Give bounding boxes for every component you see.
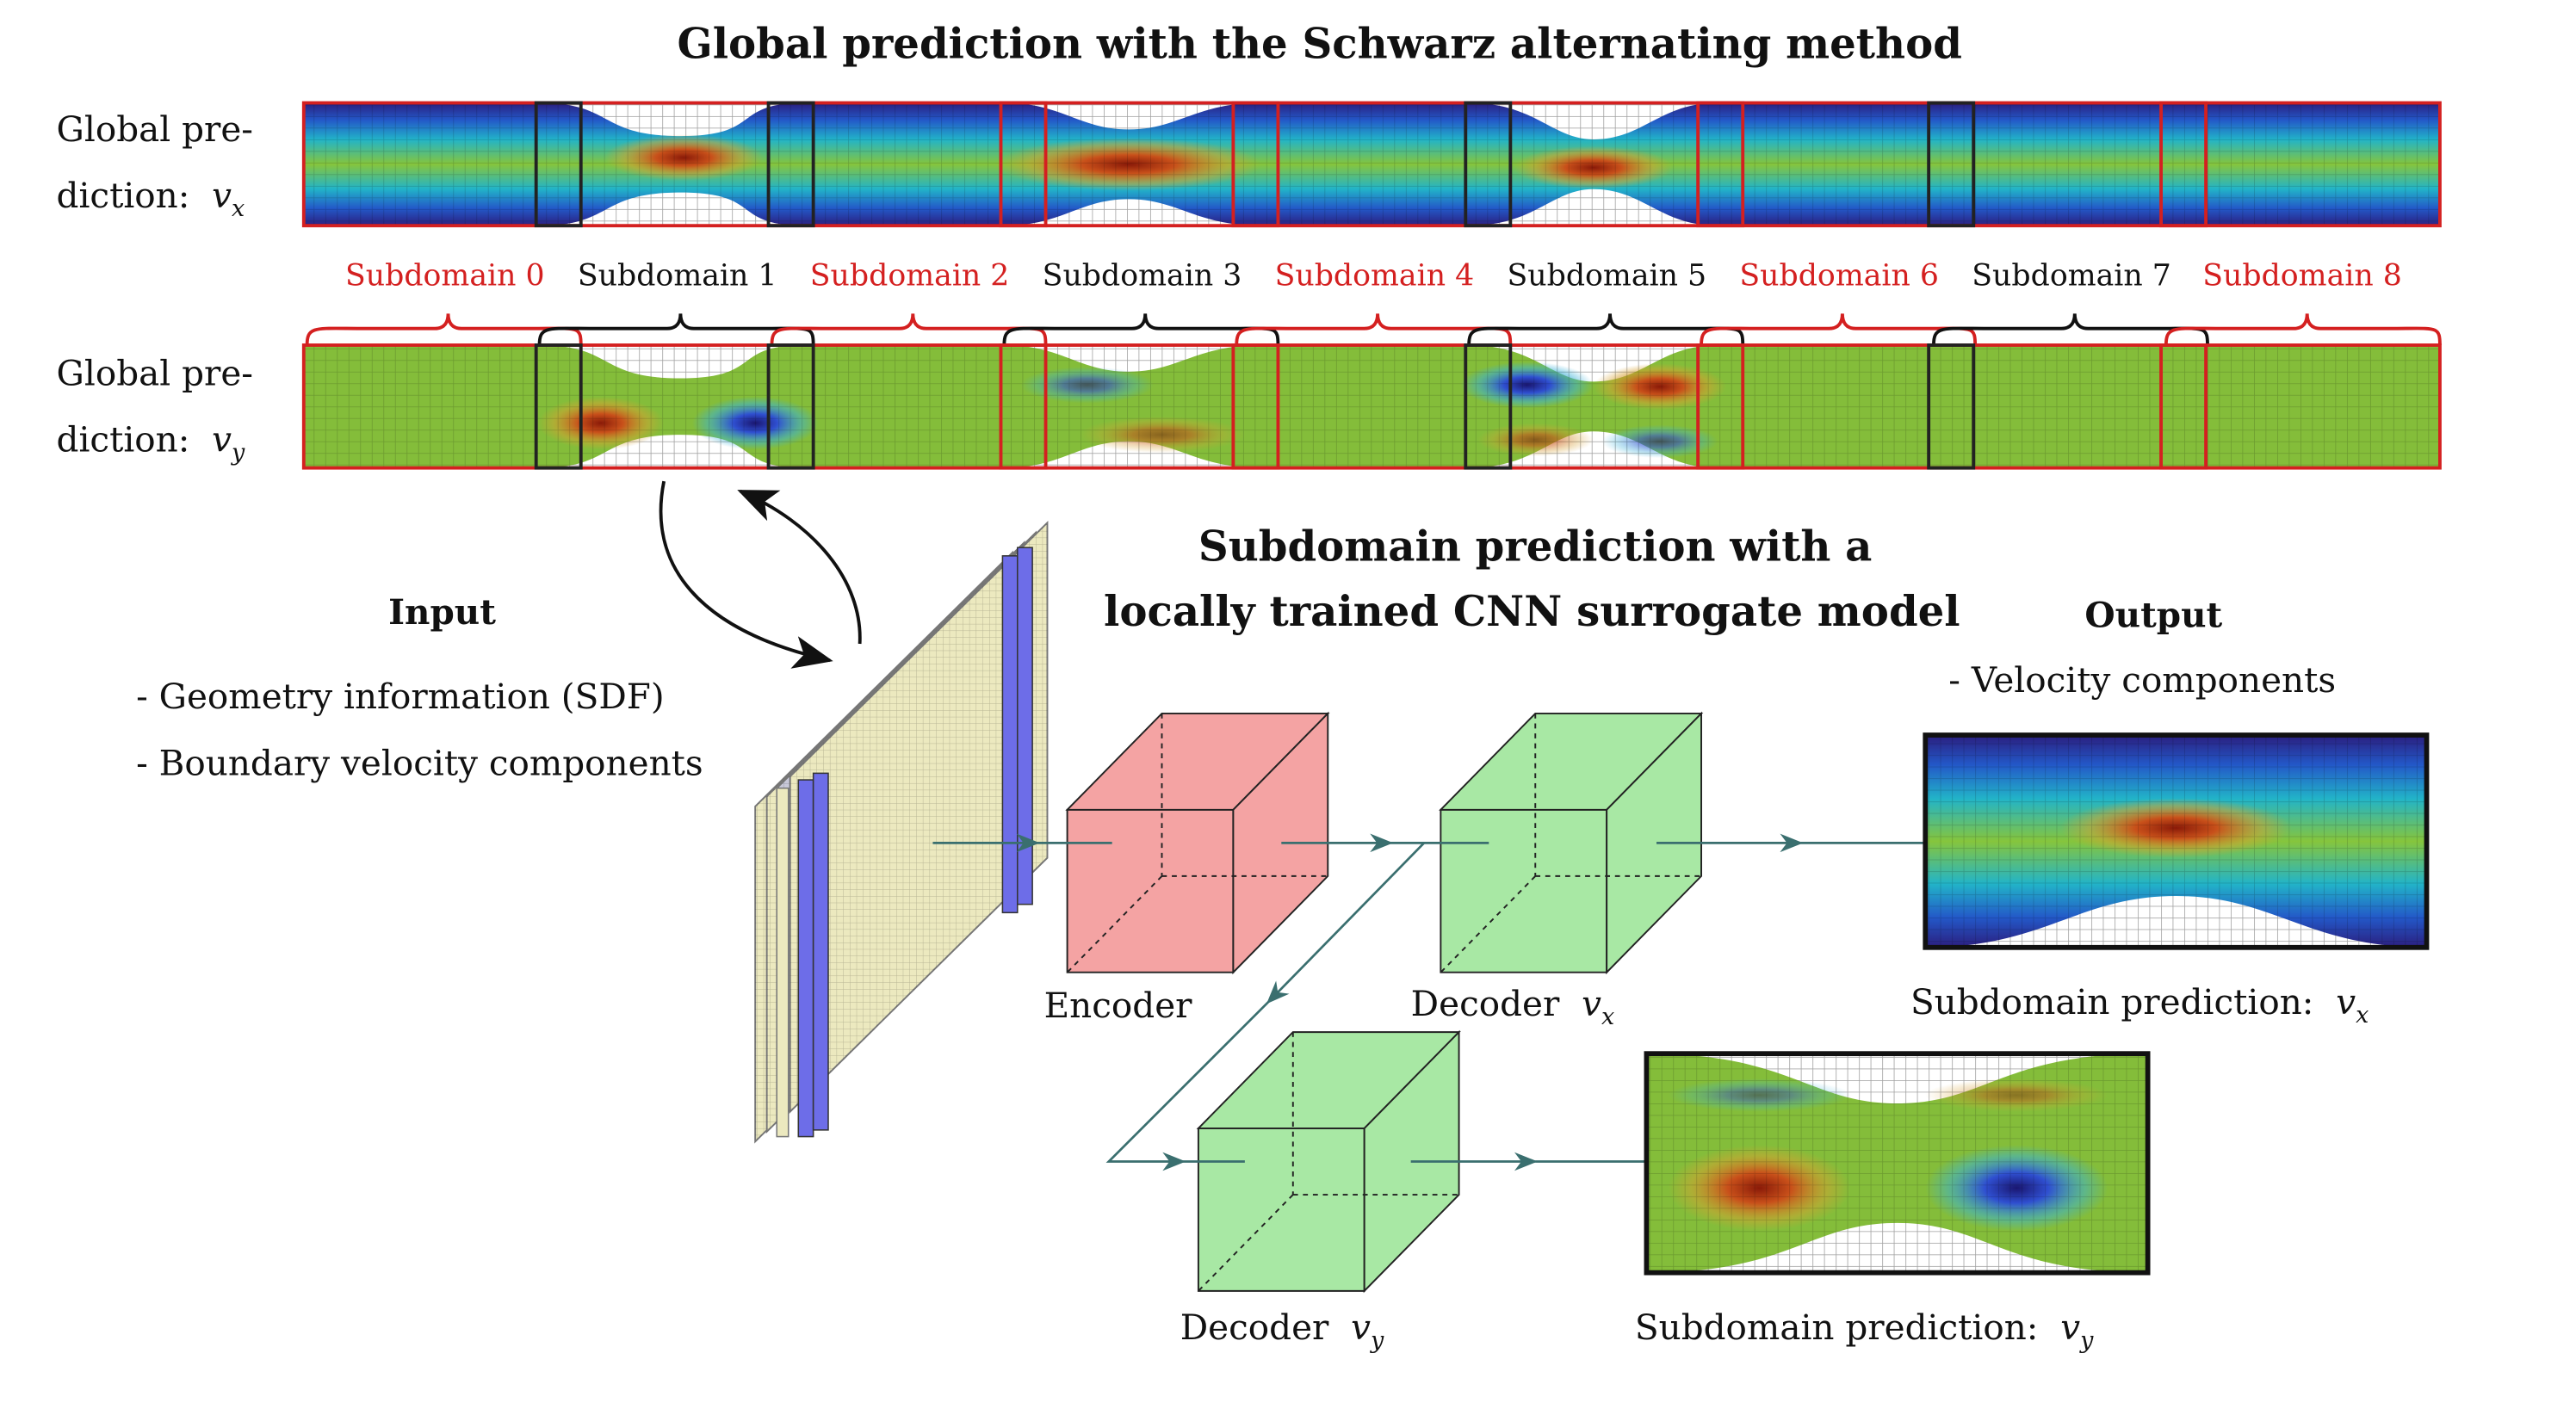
exchange-arrows xyxy=(659,480,862,669)
global-vy-label-line2: diction: vy xyxy=(56,419,245,467)
decoder-vx-label: Decoder vx xyxy=(1410,984,1615,1031)
global-vx-label-line1: Global pre- xyxy=(56,109,253,150)
encoder-cube xyxy=(1065,711,1330,975)
decoder-vy-cube xyxy=(1196,1029,1461,1294)
global-vx-label-line2: diction: vx xyxy=(56,176,245,223)
cnn-title-line1: Subdomain prediction with a xyxy=(1198,522,1873,572)
cnn-title-line2: locally trained CNN surrogate model xyxy=(1104,587,1960,636)
output-vx-panel xyxy=(1923,732,2430,950)
global-vx-label: Global pre- diction: vx xyxy=(57,96,253,243)
subdomain-label-4: Subdomain 4 xyxy=(1274,258,1475,294)
global-vy-strip xyxy=(301,343,2442,470)
vx-overlap-regions xyxy=(534,101,2208,228)
global-vy-label: Global pre- diction: vy xyxy=(57,340,253,486)
subdomain-label-0: Subdomain 0 xyxy=(344,258,545,294)
subdomain-label-2: Subdomain 2 xyxy=(809,258,1010,294)
figure-canvas xyxy=(301,101,2442,1294)
global-title: Global prediction with the Schwarz alter… xyxy=(677,20,1962,69)
input-heading: Input xyxy=(388,590,496,633)
flow-arrows xyxy=(932,833,1926,1171)
global-vy-label-line1: Global pre- xyxy=(56,353,253,393)
subdomain-label-7: Subdomain 7 xyxy=(1972,258,2171,294)
subdomain-label-8: Subdomain 8 xyxy=(2202,258,2402,294)
pred-vy-label: Subdomain prediction: vy xyxy=(1634,1307,2094,1355)
input-item-geometry: - Geometry information (SDF) xyxy=(136,677,665,717)
subdomain-label-5: Subdomain 5 xyxy=(1507,258,1707,294)
global-vx-strip xyxy=(301,101,2442,228)
subdomain-label-3: Subdomain 3 xyxy=(1042,258,1242,294)
decoder-vy-label: Decoder vy xyxy=(1180,1307,1384,1355)
input-stack xyxy=(754,520,1049,1144)
subdomain-label-6: Subdomain 6 xyxy=(1739,258,1939,294)
pred-vx-label: Subdomain prediction: vx xyxy=(1910,982,2369,1029)
encoder-label: Encoder xyxy=(1043,986,1192,1026)
output-vy-panel xyxy=(1644,1051,2151,1276)
figure: Global prediction with the Schwarz alter… xyxy=(57,20,2442,1354)
output-item-velocity: - Velocity components xyxy=(1948,660,2337,701)
output-heading: Output xyxy=(2084,594,2223,636)
subdomain-braces xyxy=(305,313,2442,346)
vy-overlap-regions xyxy=(534,343,2208,470)
subdomain-label-1: Subdomain 1 xyxy=(577,258,777,294)
input-item-boundary: - Boundary velocity components xyxy=(136,743,703,783)
decoder-vx-cube xyxy=(1439,711,1704,975)
